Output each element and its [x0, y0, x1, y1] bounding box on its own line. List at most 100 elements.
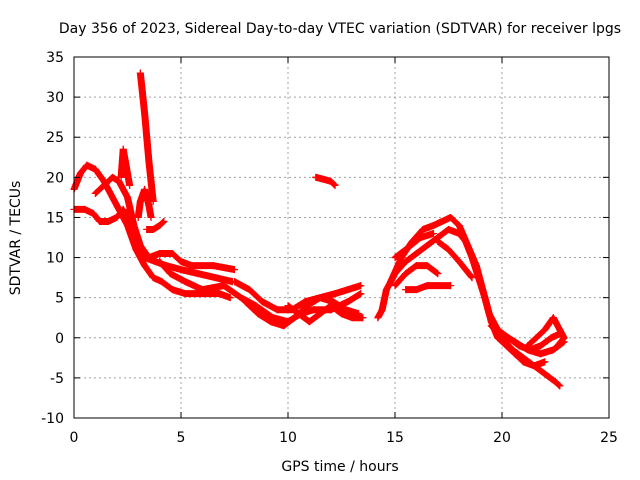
- series-trace-7: [284, 302, 367, 326]
- data-point: [168, 250, 176, 258]
- data-point: [143, 133, 151, 141]
- x-tick-label: 25: [600, 430, 618, 446]
- data-point: [537, 342, 545, 350]
- data-point: [423, 262, 431, 270]
- data-point: [357, 290, 365, 298]
- data-point: [273, 306, 281, 314]
- data-point: [462, 266, 470, 274]
- data-point: [318, 175, 326, 183]
- data-point: [188, 262, 196, 270]
- series-trace-10: [134, 185, 155, 221]
- data-point: [447, 213, 455, 221]
- data-point: [549, 314, 557, 322]
- series-trace-17: [391, 229, 438, 262]
- data-point: [327, 302, 335, 310]
- data-point: [134, 213, 142, 221]
- y-tick-label: 10: [46, 251, 64, 267]
- data-point: [498, 330, 506, 338]
- y-tick-label: 30: [46, 90, 64, 106]
- data-point: [245, 286, 253, 294]
- data-point: [149, 225, 157, 233]
- data-point: [280, 322, 288, 330]
- data-point: [445, 225, 452, 233]
- data-point: [472, 262, 480, 270]
- series-trace-11: [143, 217, 168, 233]
- series-trace-6: [241, 294, 363, 330]
- data-point: [156, 221, 164, 229]
- data-point: [556, 382, 564, 390]
- data-point: [378, 306, 386, 314]
- data-point: [312, 173, 320, 181]
- data-point: [145, 157, 153, 165]
- data-point: [434, 270, 442, 278]
- data-point: [423, 242, 431, 250]
- data-point: [556, 326, 564, 334]
- data-point: [391, 282, 399, 290]
- data-point: [113, 213, 121, 221]
- data-point: [220, 282, 228, 290]
- data-point: [145, 201, 153, 209]
- data-point: [455, 258, 463, 266]
- data-point: [109, 173, 117, 181]
- x-tick-label: 5: [177, 430, 186, 446]
- chart-title: Day 356 of 2023, Sidereal Day-to-day VTE…: [59, 21, 621, 37]
- data-point: [316, 294, 324, 302]
- data-point: [402, 246, 410, 254]
- data-point: [455, 221, 463, 229]
- data-point: [382, 286, 390, 294]
- y-tick-label: 25: [46, 130, 64, 146]
- data-point: [147, 213, 155, 221]
- data-point: [267, 318, 275, 326]
- data-point: [177, 258, 185, 266]
- data-point: [417, 234, 425, 241]
- data-point: [216, 290, 224, 298]
- data-point: [537, 350, 545, 358]
- data-point: [96, 217, 104, 225]
- data-point: [419, 225, 427, 233]
- data-point: [136, 197, 144, 205]
- data-point: [145, 254, 153, 262]
- data-point: [181, 278, 189, 286]
- data-point: [532, 334, 540, 342]
- data-point: [338, 310, 345, 318]
- data-point: [100, 181, 108, 189]
- data-point: [136, 69, 144, 77]
- y-tick-label: -5: [50, 371, 64, 387]
- data-point: [290, 314, 298, 322]
- data-point: [552, 378, 559, 386]
- series-trace-12: [312, 173, 339, 189]
- data-point: [374, 314, 382, 322]
- data-point: [295, 310, 303, 318]
- data-point: [130, 221, 138, 229]
- data-point: [119, 205, 127, 213]
- y-tick-label: -10: [41, 411, 64, 427]
- data-point: [447, 282, 455, 290]
- x-tick-label: 10: [279, 430, 297, 446]
- data-point: [445, 246, 452, 254]
- x-tick-label: 0: [70, 430, 79, 446]
- data-point: [430, 229, 438, 237]
- data-point: [530, 362, 538, 370]
- data-point: [149, 274, 157, 282]
- data-point: [138, 89, 146, 97]
- data-point: [124, 169, 131, 177]
- data-point: [119, 145, 127, 153]
- data-point: [303, 302, 311, 310]
- data-point: [109, 193, 117, 201]
- data-point: [434, 238, 442, 246]
- data-point: [181, 290, 189, 298]
- data-point: [524, 346, 532, 354]
- data-point: [168, 286, 176, 294]
- series-trace-18: [434, 238, 476, 282]
- data-point: [468, 274, 476, 282]
- y-axis-label: SDTVAR / TECUs: [8, 181, 24, 296]
- series-trace-8: [117, 145, 134, 189]
- data-point: [560, 338, 568, 346]
- data-point: [83, 161, 91, 169]
- x-tick-label: 20: [493, 430, 511, 446]
- data-point: [209, 262, 217, 270]
- data-point: [147, 177, 155, 185]
- axis-ticks: 0 5 10 15 20 25 -10 -5 0 5 10 15 20 25 30 35: [41, 50, 618, 446]
- data-point: [117, 173, 125, 181]
